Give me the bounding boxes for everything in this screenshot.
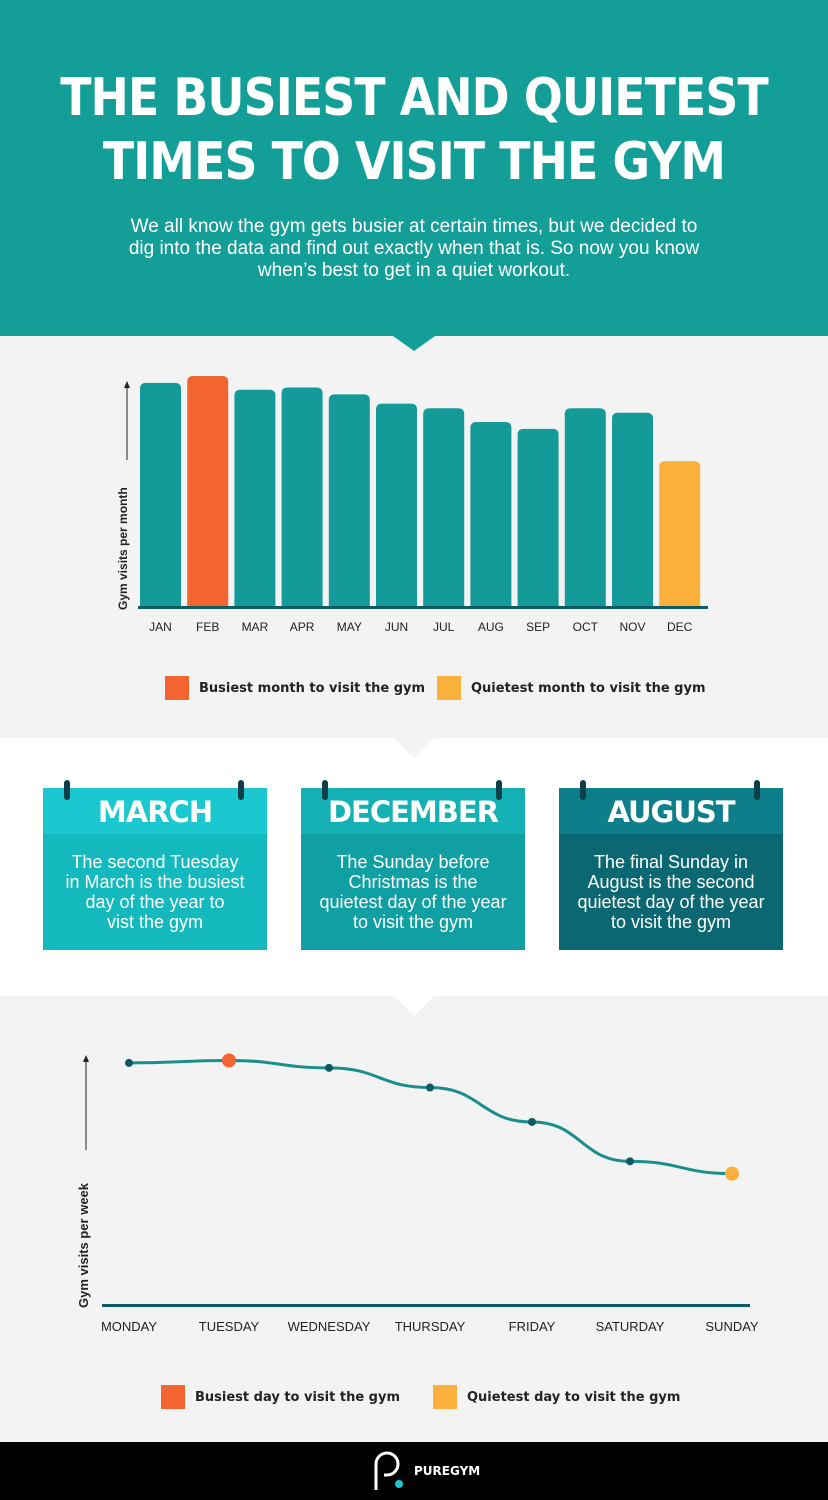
card-text-line: August is the second — [587, 872, 755, 892]
subtitle-line-1: We all know the gym gets busier at certa… — [130, 216, 698, 237]
x-tick-label: MAR — [242, 620, 269, 634]
card-text-line: Christmas is the — [348, 872, 478, 892]
legend-busiest-day: Busiest day to visit the gym — [161, 1385, 400, 1409]
card-heading: DECEMBER — [301, 788, 525, 834]
x-tick-label: SUNDAY — [705, 1319, 759, 1334]
title-line-1: THE BUSIEST AND QUIETEST — [60, 68, 768, 128]
x-tick-label: WEDNESDAY — [288, 1319, 371, 1334]
point-wednesday — [325, 1063, 333, 1072]
card-heading: AUGUST — [559, 788, 783, 834]
section-pointer-1 — [394, 738, 434, 758]
header-pointer — [393, 336, 435, 351]
x-tick-label: MAY — [337, 620, 362, 634]
point-sunday — [725, 1166, 739, 1181]
card-march: MARCH The second Tuesday in March is the… — [43, 780, 267, 950]
bar-jun — [376, 403, 417, 606]
title-line-2: TIMES TO VISIT THE GYM — [102, 132, 726, 192]
card-text-line: The Sunday before — [336, 852, 490, 872]
x-tick-label: OCT — [573, 620, 599, 634]
x-tick-label: JUL — [433, 620, 455, 634]
x-tick-label: APR — [290, 620, 315, 634]
legend-swatch-quietest — [437, 676, 461, 700]
logo-wordmark: PUREGYM — [414, 1464, 481, 1478]
card-text-line: vist the gym — [106, 912, 204, 932]
puregym-logo-icon — [374, 1451, 403, 1490]
card-text-line: quietest day of the year — [577, 892, 765, 912]
y-axis-arrowhead — [124, 381, 130, 388]
legend-swatch-quietest — [433, 1385, 457, 1409]
legend-label-busiest-day: Busiest day to visit the gym — [195, 1389, 401, 1405]
page-subtitle: We all know the gym gets busier at certa… — [110, 216, 718, 282]
point-monday — [125, 1058, 133, 1067]
weekly-series-line — [128, 1058, 733, 1176]
legend-swatch-busiest — [161, 1385, 185, 1409]
bar-sep — [517, 428, 559, 606]
footer: PUREGYM — [0, 1442, 828, 1500]
x-tick-label: JAN — [149, 620, 172, 634]
legend-label-quietest-day: Quietest day to visit the gym — [467, 1389, 681, 1405]
bar-apr — [281, 387, 323, 606]
point-tuesday — [222, 1053, 236, 1068]
card-august: AUGUST The final Sunday in August is the… — [559, 780, 783, 950]
page-title: THE BUSIEST AND QUIETEST TIMES TO VISIT … — [50, 66, 779, 194]
bar-nov — [612, 412, 653, 606]
calendar-ring-icon — [322, 780, 328, 800]
calendar-ring-icon — [64, 780, 70, 800]
header-banner: THE BUSIEST AND QUIETEST TIMES TO VISIT … — [0, 0, 828, 336]
point-friday — [528, 1117, 536, 1126]
point-saturday — [626, 1157, 634, 1166]
card-text-line: quietest day of the year — [319, 892, 507, 912]
bar-jul — [423, 408, 465, 606]
legend-swatch-busiest — [165, 676, 189, 700]
monthly-bar-chart: JAN FEB MAR APR MAY JUN JUL AUG SEP OCT NOV DEC Gym … — [116, 376, 708, 634]
bar-may — [328, 394, 370, 606]
legend-quietest-month: Quietest month to visit the gym — [437, 676, 706, 700]
bar-oct — [564, 408, 606, 606]
x-tick-label: THURSDAY — [395, 1319, 466, 1334]
bar-aug — [470, 422, 512, 606]
bar-dec — [659, 461, 701, 606]
card-text-line: day of the year to — [85, 892, 225, 912]
calendar-ring-icon — [238, 780, 244, 800]
point-thursday — [426, 1083, 434, 1092]
bar-feb — [187, 376, 229, 606]
card-text-line: to visit the gym — [610, 912, 732, 932]
bar-jan — [140, 382, 181, 606]
card-text-line: to visit the gym — [352, 912, 474, 932]
x-tick-label: TUESDAY — [199, 1319, 260, 1334]
card-text-line: The final Sunday in — [593, 852, 749, 872]
x-tick-label: MONDAY — [101, 1319, 157, 1334]
calendar-ring-icon — [754, 780, 760, 800]
legend-label-quietest-month: Quietest month to visit the gym — [471, 680, 706, 696]
x-tick-label: SATURDAY — [596, 1319, 665, 1334]
card-body: The final Sunday in August is the second… — [559, 834, 783, 950]
weekly-line-chart: MONDAY TUESDAY WEDNESDAY THURSDAY FRIDAY SATU… — [76, 1053, 759, 1334]
x-tick-label: JUN — [385, 620, 408, 634]
subtitle-line-3: when’s best to get in a quiet workout. — [257, 260, 571, 281]
card-december: DECEMBER The Sunday before Christmas is … — [301, 780, 525, 950]
x-tick-label: NOV — [619, 620, 645, 634]
section-pointer-2 — [394, 996, 434, 1016]
subtitle-line-2: dig into the data and find out exactly w… — [128, 238, 700, 259]
calendar-ring-icon — [496, 780, 502, 800]
x-tick-label: FEB — [196, 620, 219, 634]
legend-quietest-day: Quietest day to visit the gym — [433, 1385, 680, 1409]
card-body: The second Tuesday in March is the busie… — [43, 834, 267, 950]
bar-mar — [234, 389, 276, 606]
legend-busiest-month: Busiest month to visit the gym — [165, 676, 425, 700]
calendar-ring-icon — [580, 780, 586, 800]
card-text-line: The second Tuesday — [71, 852, 239, 872]
legend-label-busiest-month: Busiest month to visit the gym — [199, 680, 426, 696]
card-heading: MARCH — [43, 788, 267, 834]
x-tick-label: SEP — [526, 620, 550, 634]
card-text-line: in March is the busiest — [65, 872, 245, 892]
card-body: The Sunday before Christmas is the quiet… — [301, 834, 525, 950]
x-tick-label: AUG — [478, 620, 504, 634]
y-axis-arrowhead — [83, 1055, 89, 1062]
y-axis-label: Gym visits per week — [76, 1182, 91, 1308]
x-tick-label: DEC — [667, 620, 693, 634]
x-tick-label: FRIDAY — [509, 1319, 556, 1334]
y-axis-label: Gym visits per month — [116, 487, 130, 610]
